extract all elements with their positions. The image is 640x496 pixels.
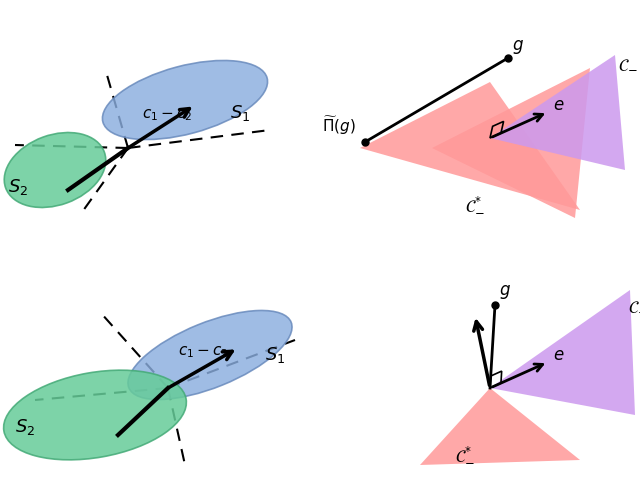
Polygon shape (420, 388, 580, 465)
Text: $c_1 - c_2$: $c_1 - c_2$ (178, 344, 228, 360)
Polygon shape (490, 55, 625, 170)
Text: $g$: $g$ (512, 38, 524, 56)
Text: $S_2$: $S_2$ (15, 417, 35, 437)
Text: $\widetilde{\Pi}(g)$: $\widetilde{\Pi}(g)$ (322, 115, 356, 137)
Text: $e$: $e$ (553, 97, 564, 114)
Text: $\mathcal{C}_{-}$: $\mathcal{C}_{-}$ (618, 55, 638, 72)
Polygon shape (490, 290, 635, 415)
Ellipse shape (4, 132, 106, 207)
Text: $\mathcal{C}_{-}^{*}$: $\mathcal{C}_{-}^{*}$ (465, 195, 485, 214)
Polygon shape (360, 82, 580, 210)
Text: $\mathcal{C}_{-}^{*}$: $\mathcal{C}_{-}^{*}$ (455, 445, 475, 464)
Ellipse shape (4, 370, 186, 460)
Ellipse shape (102, 61, 268, 139)
Polygon shape (432, 68, 590, 218)
Text: $\mathcal{C}_{-}$: $\mathcal{C}_{-}$ (628, 297, 640, 314)
Text: $S_1$: $S_1$ (230, 103, 250, 123)
Text: $S_1$: $S_1$ (265, 345, 285, 365)
Text: $e$: $e$ (553, 347, 564, 364)
Text: $S_2$: $S_2$ (8, 177, 28, 197)
Text: $g$: $g$ (499, 283, 511, 301)
Ellipse shape (128, 310, 292, 399)
Text: $c_1 - c_2$: $c_1 - c_2$ (142, 107, 193, 123)
